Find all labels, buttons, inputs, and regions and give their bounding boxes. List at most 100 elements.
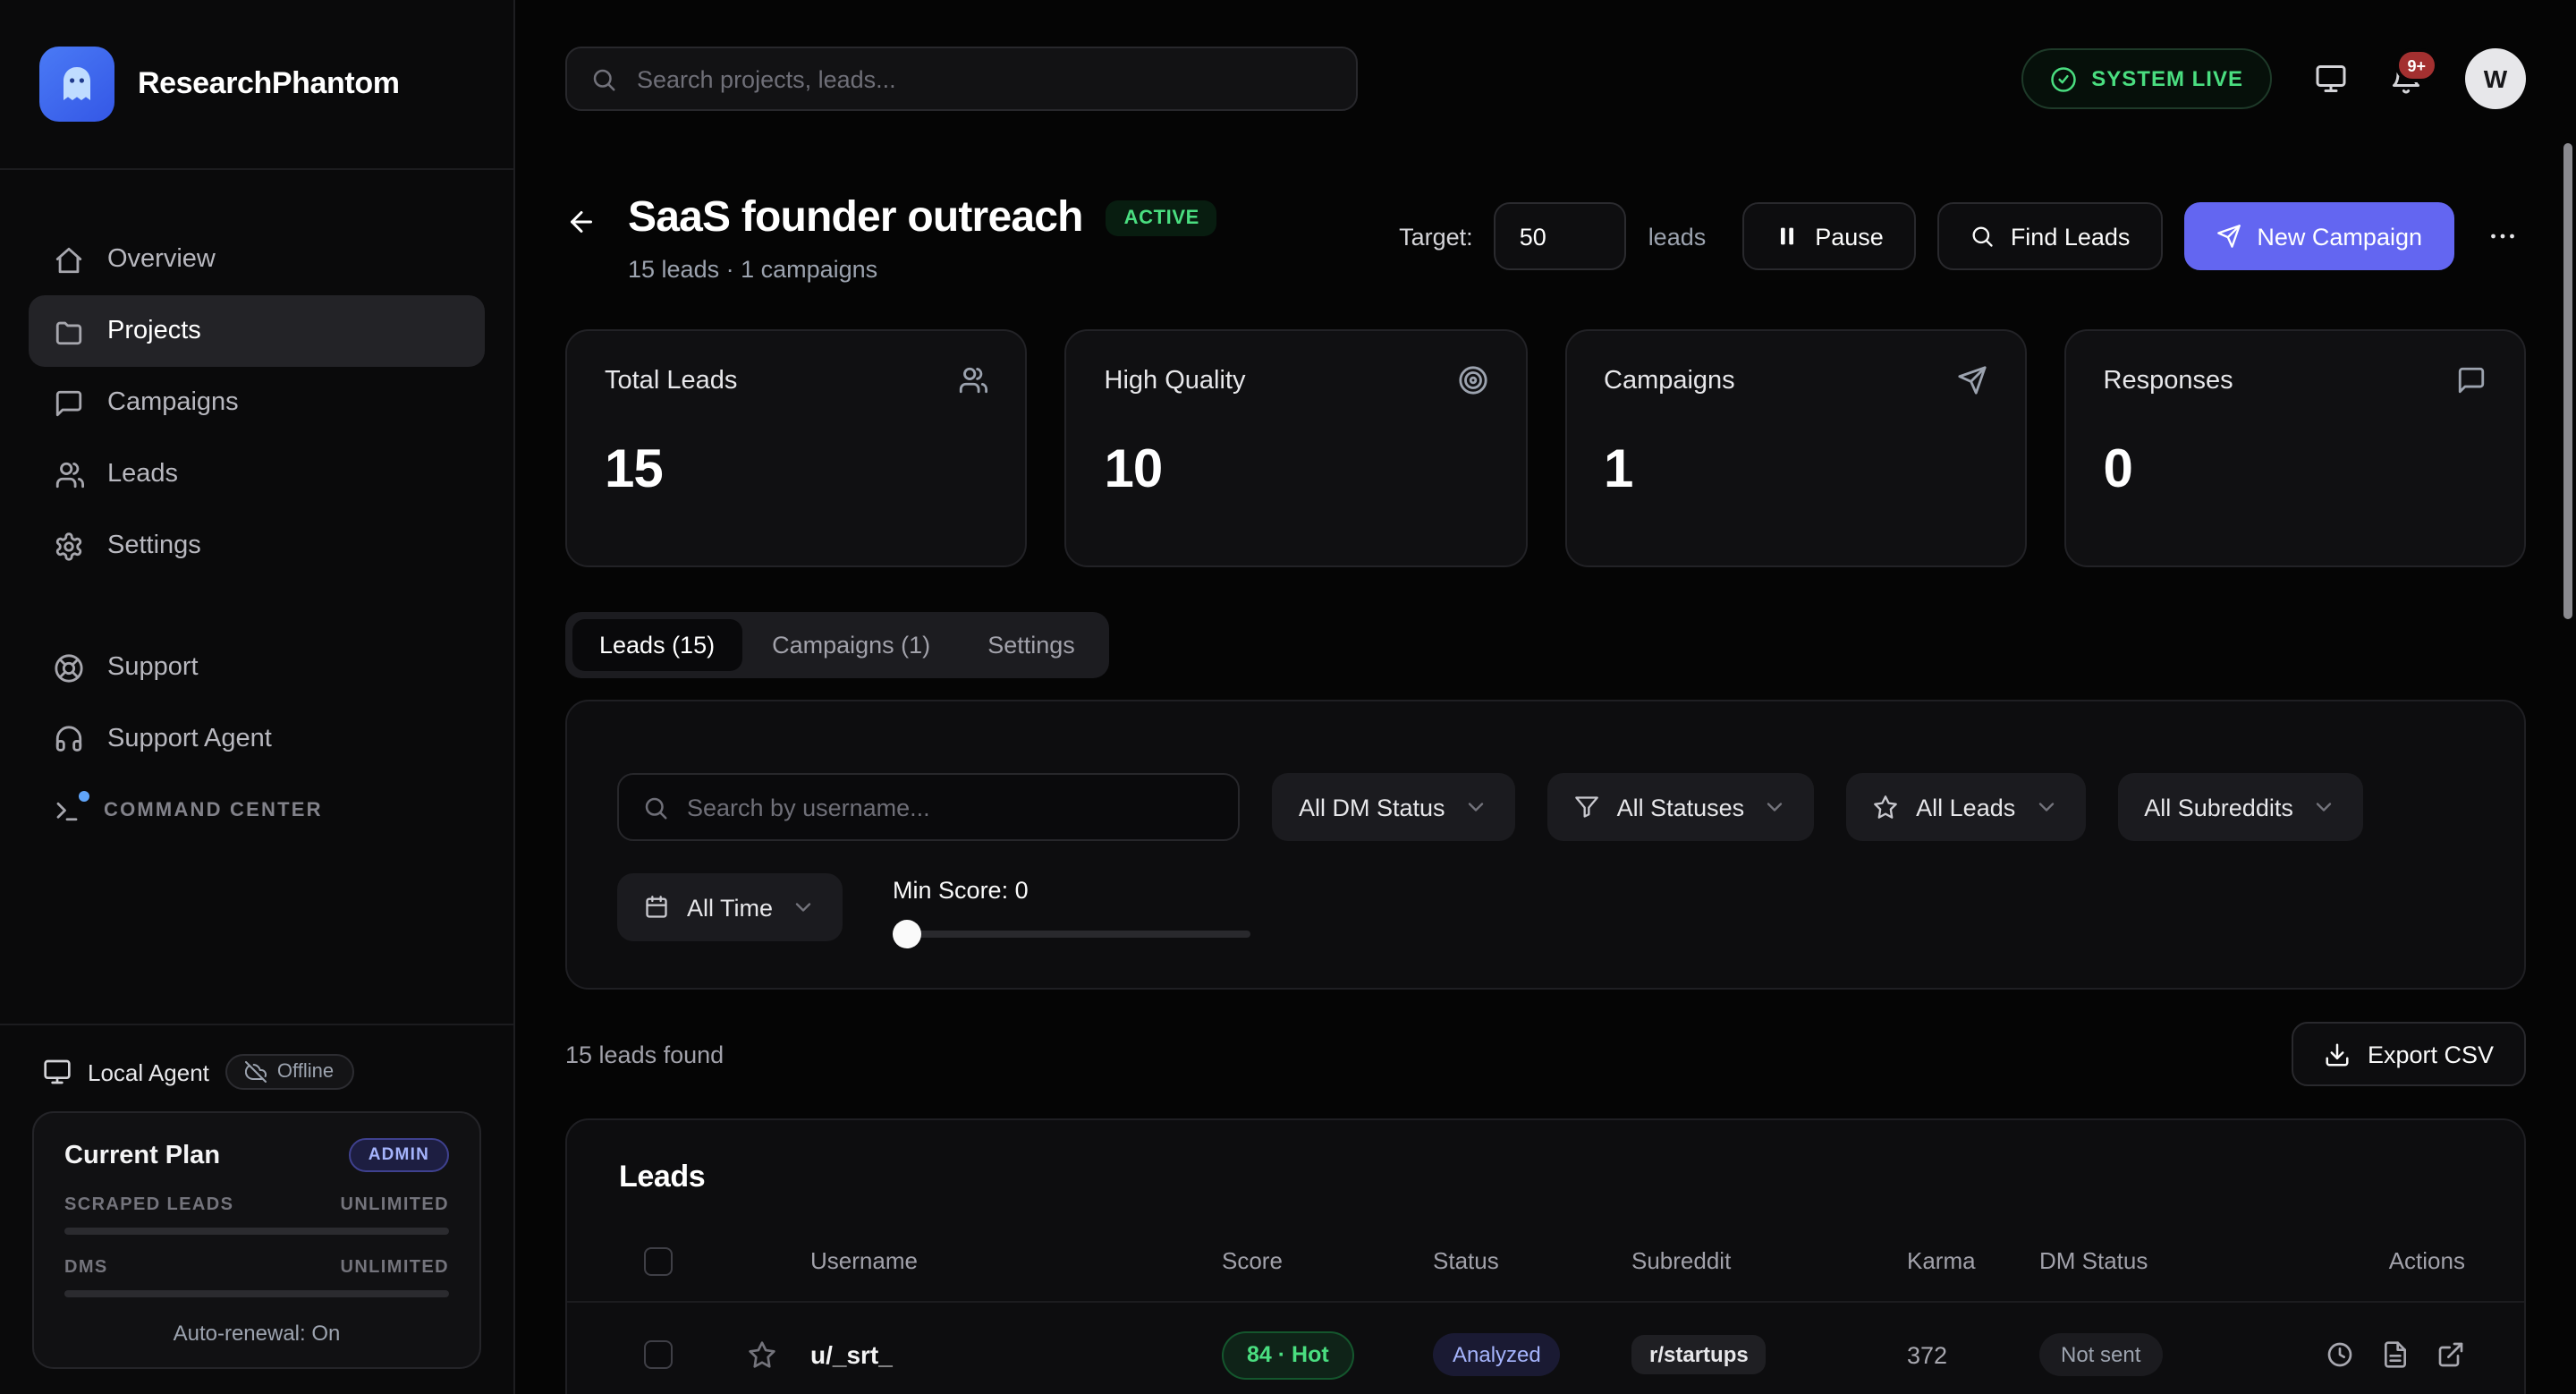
terminal-icon [54,790,89,824]
dm-status-value: All DM Status [1299,794,1445,820]
row-actions [2326,1340,2465,1369]
sidebar-item-overview[interactable]: Overview [29,224,485,295]
more-options-button[interactable] [2479,213,2526,259]
filter-funnel-icon [1574,795,1599,820]
slider-knob[interactable] [893,920,922,948]
sidebar-item-campaigns[interactable]: Campaigns [29,367,485,438]
life-buoy-icon [54,652,84,683]
min-score-label: Min Score: 0 [893,877,1029,904]
plan-row-label: DMS [64,1258,108,1278]
monitor-icon[interactable] [2315,63,2347,95]
export-csv-button[interactable]: Export CSV [2292,1022,2526,1086]
page-header: SaaS founder outreach ACTIVE 15 leads · … [565,193,2526,283]
system-live-badge[interactable]: SYSTEM LIVE [2021,48,2272,109]
table-row[interactable]: u/_srt_ 84 · Hot Analyzed r/startups 372… [567,1303,2524,1394]
new-campaign-button[interactable]: New Campaign [2183,202,2454,270]
results-row: 15 leads found Export CSV [565,1022,2526,1086]
ellipsis-icon [2487,220,2519,252]
min-score-slider[interactable] [893,920,1251,948]
status-filter-dropdown[interactable]: All Statuses [1546,773,1815,841]
scraped-leads-progress-bar [64,1228,449,1235]
global-search-input[interactable] [637,65,1333,92]
select-all-checkbox[interactable] [644,1246,673,1275]
message-square-icon [54,387,84,418]
calendar-icon [644,895,669,920]
sidebar: ResearchPhantom Overview Projects Campai… [0,0,515,1394]
dms-progress-bar [64,1290,449,1297]
search-icon [1970,224,1995,249]
column-header-subreddit: Subreddit [1631,1247,1732,1274]
notifications[interactable]: 9+ [2390,48,2438,95]
target-input[interactable] [1494,202,1627,270]
sidebar-item-leads[interactable]: Leads [29,438,485,510]
stat-card-high-quality: High Quality 10 [1064,329,1527,567]
tab-campaigns[interactable]: Campaigns (1) [745,619,957,671]
target-unit-label: leads [1648,223,1707,250]
pause-button[interactable]: Pause [1741,202,1916,270]
sidebar-item-support-agent[interactable]: Support Agent [29,703,485,775]
history-clock-icon[interactable] [2326,1340,2354,1369]
results-count: 15 leads found [565,1041,724,1067]
tab-leads[interactable]: Leads (15) [572,619,742,671]
offline-status-label: Offline [276,1061,335,1083]
page-title: SaaS founder outreach [628,193,1083,242]
star-icon [1873,795,1898,820]
pause-label: Pause [1815,223,1884,250]
external-link-icon[interactable] [2436,1340,2465,1369]
slider-track [893,931,1251,938]
auto-renewal-text: Auto-renewal: On [173,1321,341,1346]
avatar[interactable]: W [2465,48,2526,109]
time-filter-dropdown[interactable]: All Time [617,873,843,941]
sidebar-item-label: Projects [107,317,201,345]
brand-logo[interactable] [39,47,114,122]
scrollbar-thumb[interactable] [2563,143,2572,619]
back-button[interactable] [565,206,597,283]
stat-label: Campaigns [1604,366,1735,395]
tab-settings[interactable]: Settings [961,619,1102,671]
username-search[interactable] [617,773,1240,841]
row-checkbox[interactable] [644,1340,673,1369]
chevron-down-icon [1463,795,1488,820]
sidebar-item-command-center[interactable]: COMMAND CENTER [29,775,485,846]
message-square-icon [2456,365,2487,395]
status-badge: Analyzed [1433,1333,1561,1376]
sidebar-nav: Overview Projects Campaigns Leads Settin… [0,170,513,846]
sidebar-item-settings[interactable]: Settings [29,510,485,582]
users-icon [54,459,84,489]
filters-panel: All DM Status All Statuses All Leads [565,700,2526,990]
stat-value: 1 [1604,440,1633,499]
stat-label: High Quality [1104,366,1246,395]
min-score-filter: Min Score: 0 [893,873,1251,948]
leads-filter-dropdown[interactable]: All Leads [1846,773,2086,841]
pause-icon [1774,224,1799,249]
sidebar-item-label: Settings [107,531,201,560]
subreddit-badge[interactable]: r/startups [1631,1335,1767,1374]
status-dot [79,790,89,801]
current-plan-card: Current Plan ADMIN SCRAPED LEADS UNLIMIT… [32,1111,481,1369]
star-icon[interactable] [748,1340,810,1369]
plan-row-label: SCRAPED LEADS [64,1195,234,1215]
home-icon [54,244,84,275]
sidebar-bottom: Local Agent Offline Current Plan ADMIN S… [0,1024,513,1394]
offline-status-badge: Offline [225,1054,354,1090]
stats-row: Total Leads 15 High Quality 10 Campaigns [565,329,2526,567]
chevron-down-icon [1762,795,1787,820]
search-icon [642,794,669,820]
find-leads-button[interactable]: Find Leads [1936,202,2163,270]
notes-file-icon[interactable] [2381,1340,2410,1369]
local-agent-row[interactable]: Local Agent Offline [32,1050,481,1111]
target-label: Target: [1399,223,1473,250]
stat-label: Total Leads [605,366,738,395]
stat-value: 10 [1104,440,1164,499]
sidebar-item-label: COMMAND CENTER [104,800,323,821]
username-search-input[interactable] [687,794,1215,820]
sidebar-item-support[interactable]: Support [29,632,485,703]
plan-row-value: UNLIMITED [340,1195,449,1215]
global-search[interactable] [565,47,1358,111]
sidebar-item-projects[interactable]: Projects [29,295,485,367]
dm-status-dropdown[interactable]: All DM Status [1272,773,1515,841]
lead-username[interactable]: u/_srt_ [810,1340,893,1369]
sidebar-header: ResearchPhantom [0,0,513,170]
chevron-down-icon [2311,795,2336,820]
subreddits-filter-dropdown[interactable]: All Subreddits [2117,773,2363,841]
